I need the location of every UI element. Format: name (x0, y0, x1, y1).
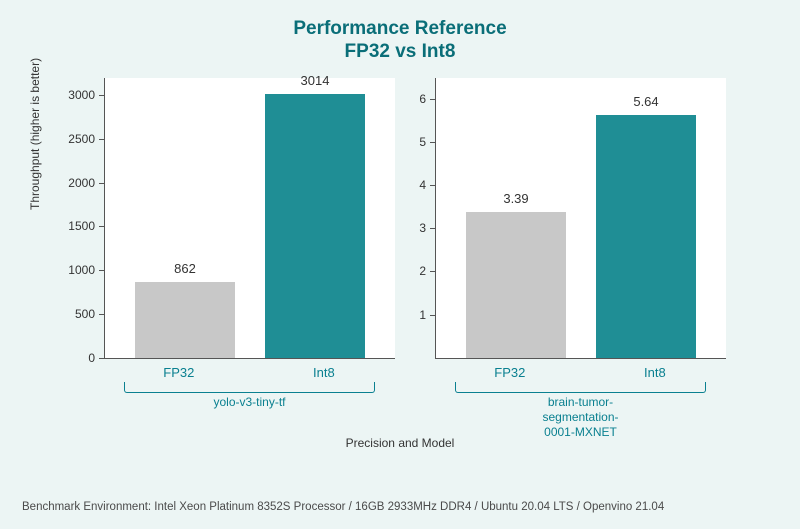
chart-panel-0: 0500100015002000250030008623014FP32Int8y… (104, 78, 395, 440)
bar-value-label: 3014 (301, 73, 330, 94)
title-line-1: Performance Reference (0, 18, 800, 41)
model-label: yolo-v3-tiny-tf (104, 395, 395, 410)
bar-int8: 3014 (265, 94, 365, 358)
chart-panels: 0 500 1000 1500 2000 2500 3000 862 3014 FP32 Int8 y… (0, 78, 800, 440)
y-tick-label: 2500 (68, 132, 105, 146)
model-label: brain-tumor-segmentation-0001-MXNET (435, 395, 726, 440)
y-tick-label: 3000 (68, 88, 105, 102)
chart-title: Performance Reference FP32 vs Int8 (0, 0, 800, 64)
y-tick-label: 2 (419, 264, 436, 278)
chart-panel-1: 1234563.395.64FP32Int8brain-tumor-segmen… (435, 78, 726, 440)
bar-value-label: 5.64 (633, 94, 658, 115)
title-line-2: FP32 vs Int8 (0, 41, 800, 64)
bar-fp32: 3.39 (466, 212, 566, 358)
plot-area: 0500100015002000250030008623014 (104, 78, 395, 359)
model-bracket (124, 382, 375, 393)
y-tick-label: 2000 (68, 176, 105, 190)
y-tick-label: 4 (419, 178, 436, 192)
y-tick-label: 5 (419, 135, 436, 149)
bar-fp32: 862 (135, 282, 235, 357)
benchmark-footer: Benchmark Environment: Intel Xeon Platin… (22, 501, 664, 513)
y-tick-label: 1 (419, 308, 436, 322)
y-tick-label: 1000 (68, 263, 105, 277)
x-category-label: Int8 (644, 365, 666, 380)
y-tick-label: 6 (419, 92, 436, 106)
x-category-label: FP32 (494, 365, 525, 380)
model-bracket (455, 382, 706, 393)
x-category-label: Int8 (313, 365, 335, 380)
x-category-labels: FP32 Int8 (435, 365, 725, 380)
bar-value-label: 862 (174, 261, 196, 282)
y-tick-label: 1500 (68, 219, 105, 233)
plot-area: 1234563.395.64 (435, 78, 726, 359)
y-tick-label: 3 (419, 221, 436, 235)
bar-int8: 5.64 (596, 115, 696, 358)
x-category-label: FP32 (163, 365, 194, 380)
x-category-labels: FP32 Int8 (104, 365, 394, 380)
bar-value-label: 3.39 (503, 191, 528, 212)
y-tick-label: 500 (75, 307, 105, 321)
y-tick-label: 0 (88, 351, 105, 365)
